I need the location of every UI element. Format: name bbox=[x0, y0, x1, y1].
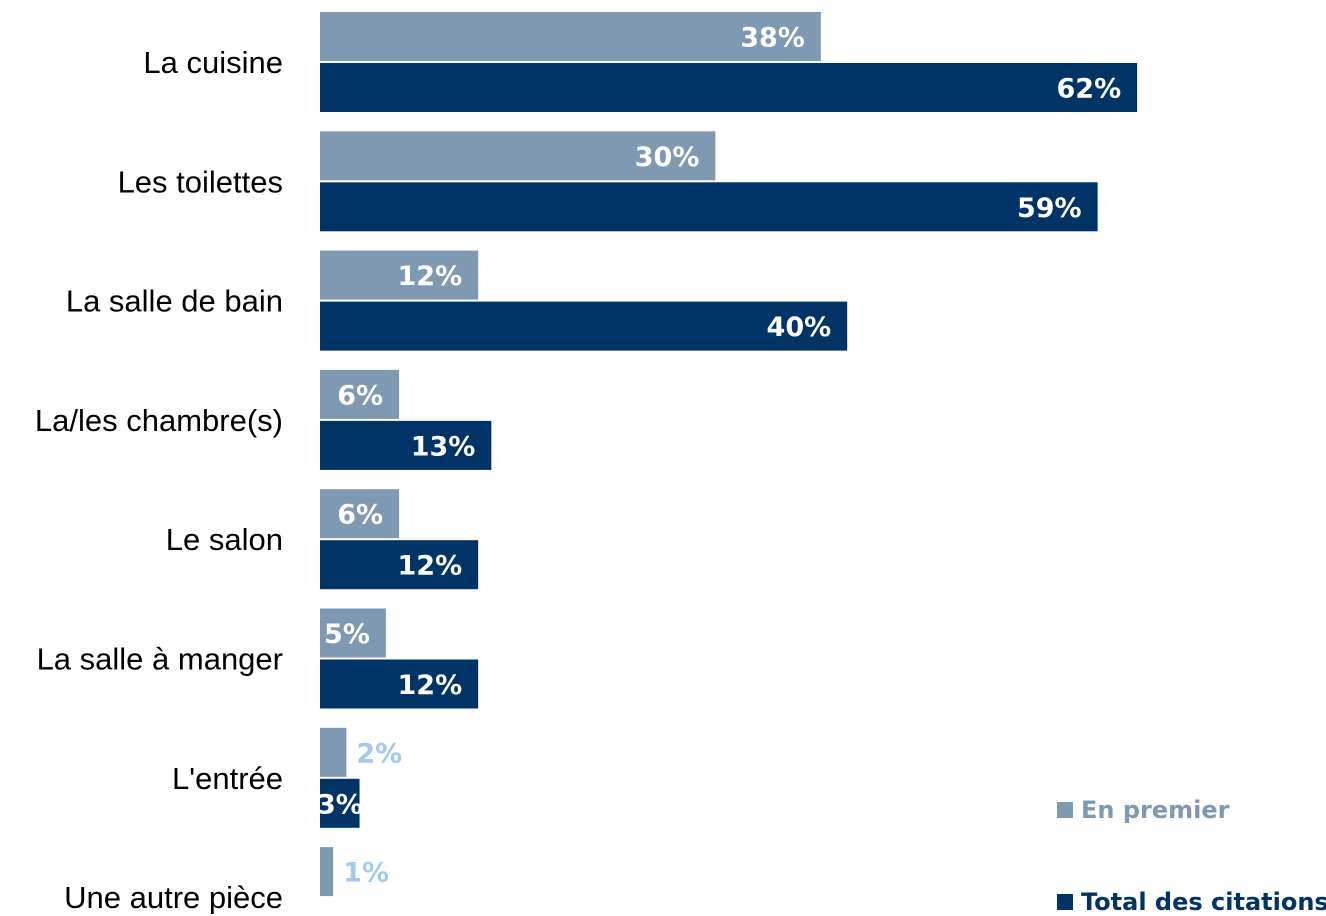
value-label-total-des-citations-la-salle-a-manger: 12% bbox=[398, 670, 463, 701]
bar-total-des-citations-la-cuisine bbox=[320, 63, 1138, 112]
legend-label-total-des-citations: Total des citations bbox=[1081, 888, 1326, 916]
category-labels: La cuisine Les toilettes La salle de bain L… bbox=[35, 45, 283, 914]
legend-item-total-des-citations: Total des citations bbox=[1057, 888, 1326, 916]
bar-en-premier-les-toilettes bbox=[320, 131, 716, 181]
value-label-total-des-citations-les-toilettes: 59% bbox=[1017, 193, 1082, 224]
bar-total-des-citations-les-toilettes bbox=[320, 182, 1098, 232]
legend-label-en-premier: En premier bbox=[1081, 796, 1230, 824]
bars bbox=[320, 12, 1138, 897]
category-label-la-les-chambre-s: La/les chambre(s) bbox=[35, 403, 283, 438]
legend-item-en-premier: En premier bbox=[1057, 796, 1229, 824]
value-label-total-des-citations-l-entree: 3% bbox=[317, 789, 363, 820]
value-labels: 38% 62% 30% 59% 12% 40% 6% 13% 6% 12% 5% 12% 2% 3% 1% bbox=[317, 23, 1121, 889]
value-label-en-premier-la-cuisine: 38% bbox=[740, 23, 805, 54]
bar-en-premier-l-entree bbox=[320, 727, 347, 777]
value-label-en-premier-le-salon: 6% bbox=[337, 500, 383, 531]
bar-total-des-citations-le-salon bbox=[320, 540, 479, 590]
bar-total-des-citations-la-salle-de-bain bbox=[320, 301, 848, 351]
value-label-total-des-citations-la-salle-de-bain: 40% bbox=[767, 312, 832, 343]
legend-swatch-en-premier bbox=[1057, 802, 1073, 818]
bar-en-premier-la-les-chambre-s bbox=[320, 369, 400, 419]
value-label-total-des-citations-le-salon: 12% bbox=[398, 551, 463, 582]
bar-total-des-citations-la-salle-a-manger bbox=[320, 659, 479, 709]
value-label-en-premier-la-les-chambre-s: 6% bbox=[337, 380, 383, 411]
category-label-la-salle-de-bain: La salle de bain bbox=[66, 284, 283, 319]
category-label-le-salon: Le salon bbox=[166, 522, 283, 557]
value-label-en-premier-la-salle-a-manger: 5% bbox=[324, 619, 370, 650]
value-label-en-premier-une-autre-piece: 1% bbox=[343, 858, 389, 889]
category-label-la-salle-a-manger: La salle à manger bbox=[37, 642, 283, 677]
bar-en-premier-le-salon bbox=[320, 489, 400, 539]
bar-en-premier-la-salle-de-bain bbox=[320, 250, 479, 300]
bar-en-premier-une-autre-piece bbox=[320, 847, 334, 897]
category-label-une-autre-piece: Une autre pièce bbox=[64, 880, 283, 914]
value-label-en-premier-les-toilettes: 30% bbox=[635, 142, 700, 173]
bar-en-premier-la-cuisine bbox=[320, 12, 821, 61]
value-label-total-des-citations-la-cuisine: 62% bbox=[1057, 74, 1122, 105]
value-label-total-des-citations-la-les-chambre-s: 13% bbox=[411, 431, 476, 462]
bar-total-des-citations-la-les-chambre-s bbox=[320, 420, 492, 470]
value-label-en-premier-l-entree: 2% bbox=[356, 738, 402, 769]
category-label-la-cuisine: La cuisine bbox=[143, 45, 283, 80]
category-label-les-toilettes: Les toilettes bbox=[118, 164, 283, 199]
bar-en-premier-la-salle-a-manger bbox=[320, 608, 386, 658]
category-label-l-entree: L'entrée bbox=[172, 761, 283, 796]
legend-swatch-total-des-citations bbox=[1057, 894, 1073, 910]
value-label-en-premier-la-salle-de-bain: 12% bbox=[398, 261, 463, 292]
bar-total-des-citations-l-entree bbox=[320, 778, 360, 828]
